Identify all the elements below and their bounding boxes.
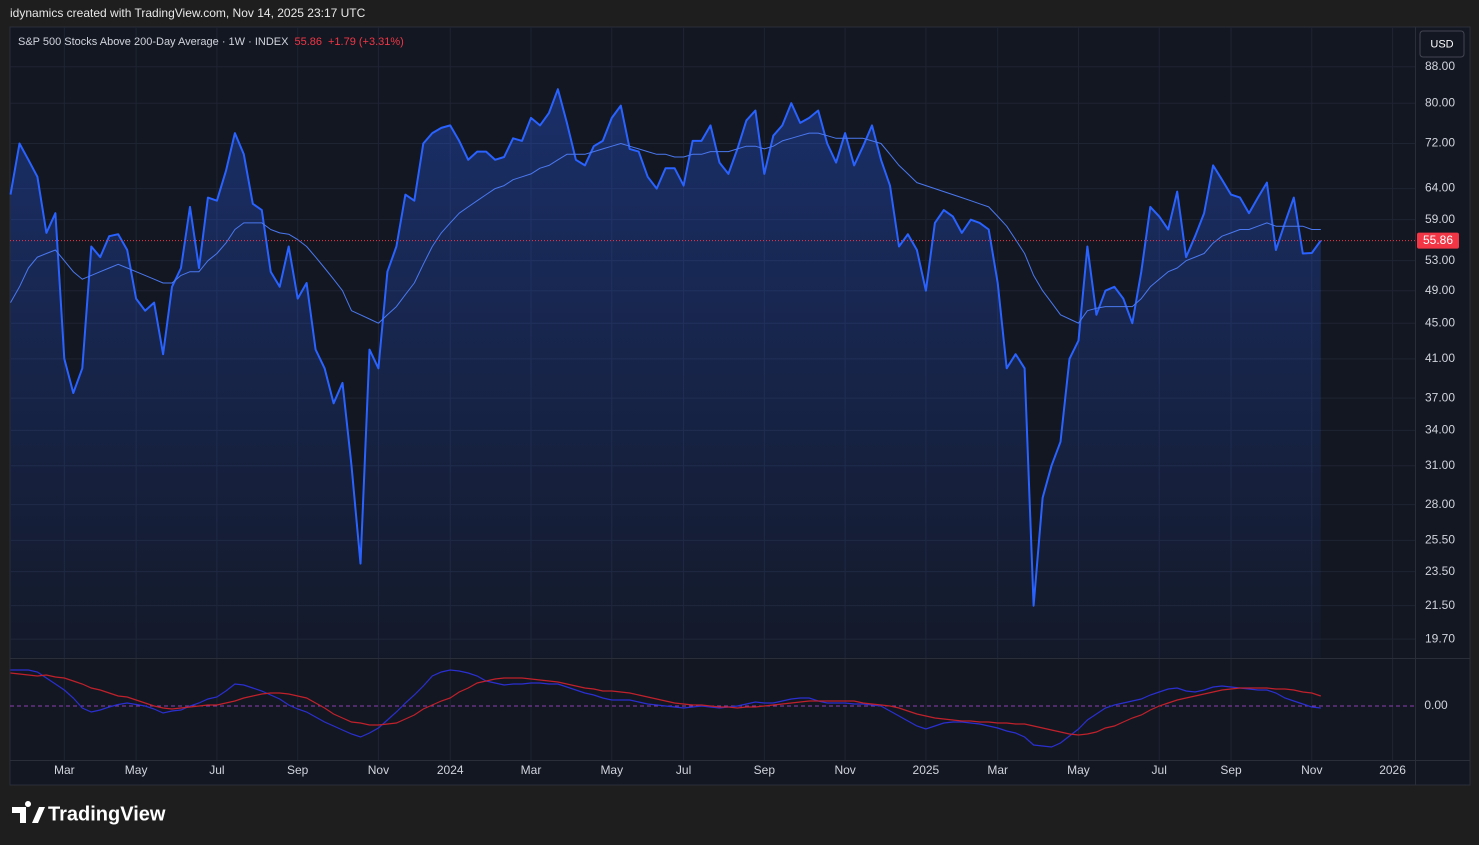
- x-tick-label: Nov: [368, 763, 389, 777]
- x-tick-label: Jul: [1152, 763, 1167, 777]
- x-tick-label: 2025: [913, 763, 940, 777]
- y-tick-label: 34.00: [1425, 423, 1455, 437]
- area-line: [9, 88, 1322, 607]
- x-tick-label: Mar: [521, 763, 542, 777]
- y-tick-label: 41.00: [1425, 351, 1455, 365]
- legend: S&P 500 Stocks Above 200-Day Average · 1…: [18, 36, 404, 48]
- y-tick-label: 31.00: [1425, 458, 1455, 472]
- last-price-label: 55.86: [1423, 233, 1453, 247]
- y-tick-label: 28.00: [1425, 497, 1455, 511]
- y-tick-label: 0.00: [1424, 698, 1448, 712]
- average-line: [10, 132, 1321, 324]
- x-tick-label: 2024: [437, 763, 464, 777]
- y-tick-label: 23.50: [1425, 564, 1455, 578]
- x-tick-label: Sep: [1220, 763, 1242, 777]
- y-tick-label: 59.00: [1425, 212, 1455, 226]
- x-tick-label: May: [125, 763, 148, 777]
- x-tick-label: Nov: [834, 763, 855, 777]
- area-fill: [10, 89, 1321, 658]
- legend-change: +1.79 (+3.31%): [328, 36, 404, 48]
- y-tick-label: 64.00: [1425, 181, 1455, 195]
- x-tick-label: Nov: [1301, 763, 1322, 777]
- oscillator-line: [10, 672, 1321, 736]
- y-tick-label: 45.00: [1425, 315, 1455, 329]
- x-tick-label: May: [600, 763, 623, 777]
- y-tick-label: 80.00: [1425, 95, 1455, 109]
- logo: TradingView: [12, 801, 166, 825]
- plot-area: [9, 88, 1415, 748]
- x-tick-label: Mar: [987, 763, 1008, 777]
- y-tick-label: 88.00: [1425, 59, 1455, 73]
- x-tick-label: Mar: [54, 763, 75, 777]
- oscillator-line: [10, 669, 1321, 748]
- currency-button[interactable]: [1419, 30, 1465, 58]
- y-tick-label: 37.00: [1425, 390, 1455, 404]
- logo-text: TradingView: [48, 803, 166, 825]
- x-tick-label: May: [1067, 763, 1090, 777]
- currency-label[interactable]: USD: [1430, 38, 1453, 50]
- y-tick-label: 25.50: [1425, 533, 1455, 547]
- y-tick-label: 72.00: [1425, 136, 1455, 150]
- y-tick-label: 19.70: [1425, 631, 1455, 645]
- y-tick-label: 49.00: [1425, 283, 1455, 297]
- x-tick-label: Jul: [209, 763, 224, 777]
- logo-icon: [12, 801, 45, 823]
- legend-name: S&P 500 Stocks Above 200-Day Average · 1…: [18, 36, 289, 48]
- x-tick-label: Sep: [754, 763, 776, 777]
- header: idynamics created with TradingView.com, …: [10, 6, 366, 20]
- legend-last: 55.86: [294, 36, 322, 48]
- x-tick-label: 2026: [1379, 763, 1406, 777]
- x-tick-label: Sep: [287, 763, 309, 777]
- last-price-tag: [1417, 232, 1459, 249]
- y-tick-label: 21.50: [1425, 598, 1455, 612]
- y-tick-label: 53.00: [1425, 253, 1455, 267]
- x-tick-label: Jul: [676, 763, 691, 777]
